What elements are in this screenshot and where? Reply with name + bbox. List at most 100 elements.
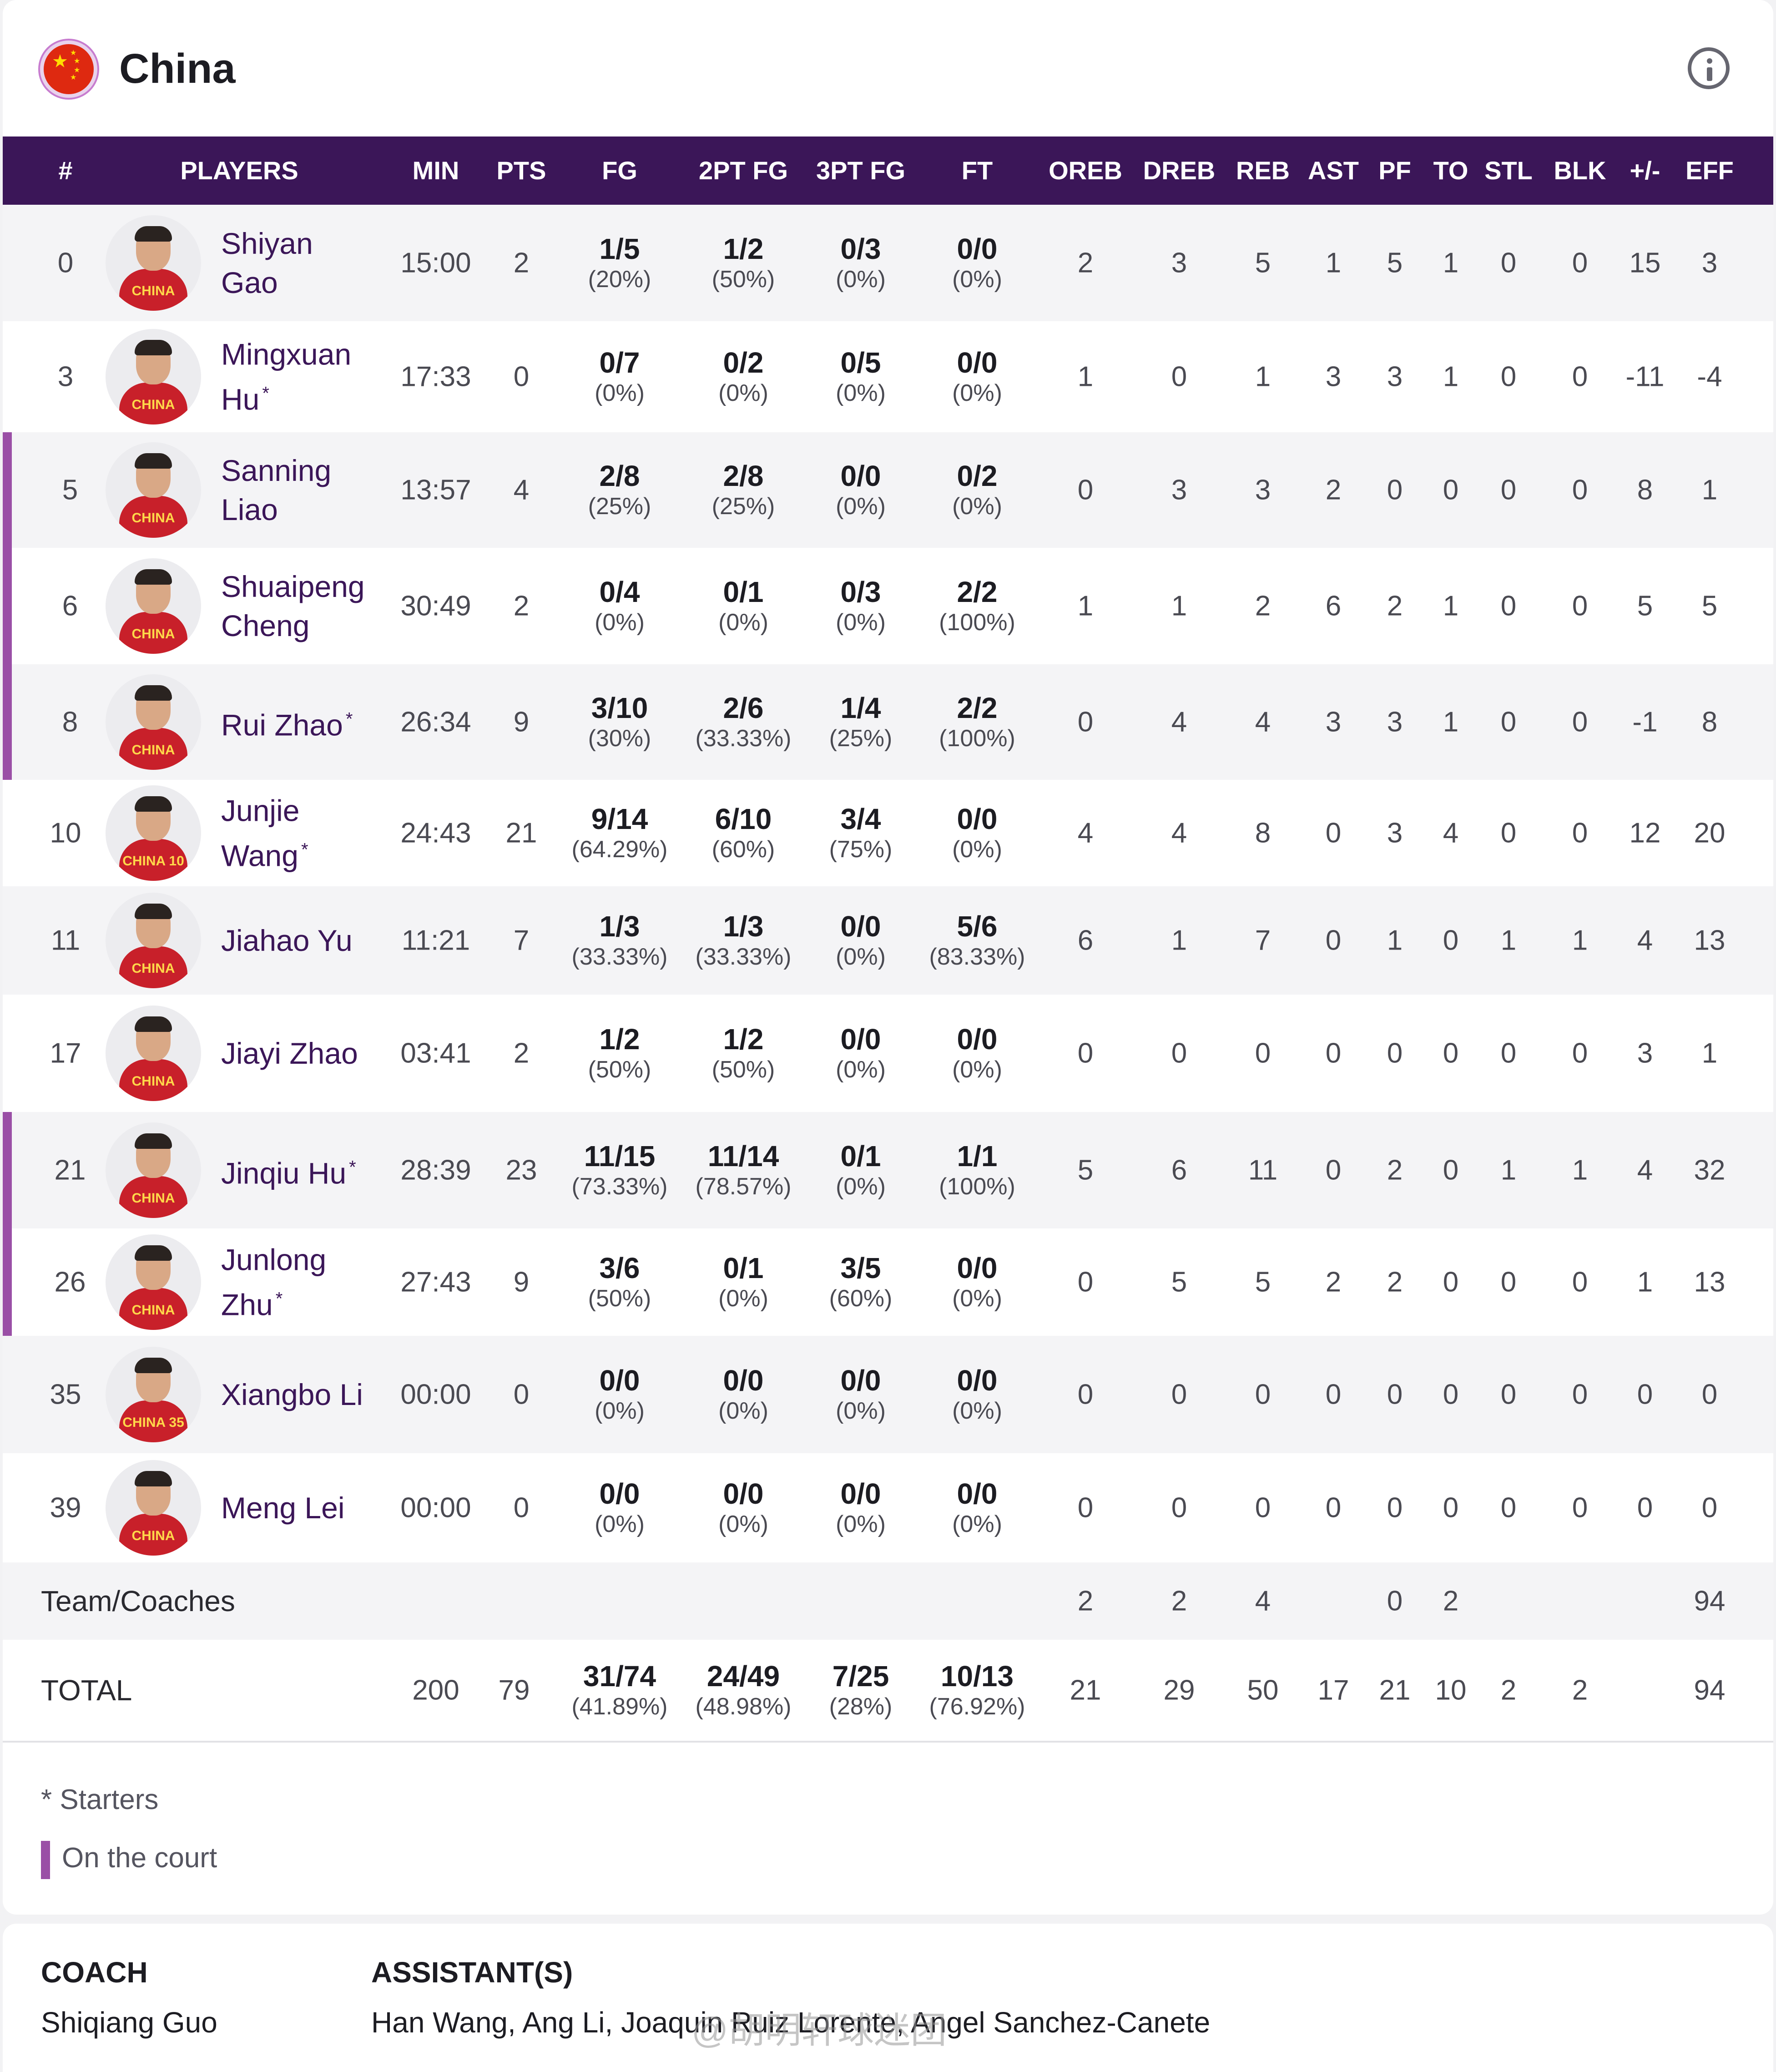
column-header-players[interactable]: PLAYERS xyxy=(180,156,298,185)
two-point-fg-made: 11/14 xyxy=(707,1140,779,1172)
column-header-ast[interactable]: AST xyxy=(1308,156,1359,185)
stat-oreb: 4 xyxy=(1077,817,1094,849)
column-header-fg2[interactable]: 2PT FG xyxy=(698,156,788,185)
free-throws-pct: (0%) xyxy=(952,493,1002,520)
points: 9 xyxy=(513,706,530,738)
table-row[interactable]: 3 CHINA Mingxuan Hu * 17:33 0 0/7 (0%) 0/2 (0%) 0/5… xyxy=(3,321,1773,432)
info-icon[interactable] xyxy=(1688,47,1730,89)
player-name-link[interactable]: Jiayi Zhao xyxy=(221,1034,358,1073)
player-name-link[interactable]: Junlong Zhu * xyxy=(221,1240,326,1324)
column-header-fg[interactable]: FG xyxy=(602,156,637,185)
player-name-link[interactable]: Jiahao Yu xyxy=(221,921,353,960)
column-header-stl[interactable]: STL xyxy=(1484,156,1533,185)
free-throws-pct: (0%) xyxy=(952,266,1002,293)
table-row[interactable]: 11 CHINA Jiahao Yu 11:21 7 1/3 (33.33%) 1/3 (33.… xyxy=(3,886,1773,995)
total-stat-oreb: 21 xyxy=(1070,1674,1101,1706)
stat-eff: 1 xyxy=(1701,1037,1718,1069)
free-throws-made: 0/2 xyxy=(957,460,998,492)
field-goals: 2/8 (25%) xyxy=(588,460,651,521)
stat-dreb: 4 xyxy=(1171,706,1187,738)
player-name-link[interactable]: Meng Lei xyxy=(221,1488,345,1527)
column-header-pts[interactable]: PTS xyxy=(496,156,546,185)
stat-dreb: 3 xyxy=(1171,247,1187,279)
total-two-point-fg-made: 24/49 xyxy=(706,1660,780,1693)
column-header-dreb[interactable]: DREB xyxy=(1143,156,1216,185)
table-row[interactable]: 10 CHINA 10 Junjie Wang * 24:43 21 9/14 (64.29%)… xyxy=(3,780,1773,886)
column-header-pm[interactable]: +/- xyxy=(1630,156,1660,185)
two-point-fg-made: 0/2 xyxy=(723,346,764,379)
stat-ast: 6 xyxy=(1325,590,1342,622)
player-avatar: CHINA xyxy=(106,1460,201,1556)
team-coaches-label: Team/Coaches xyxy=(41,1585,235,1617)
points: 0 xyxy=(513,361,530,393)
stat-blk: 0 xyxy=(1572,247,1588,279)
player-name-link[interactable]: Rui Zhao * xyxy=(221,700,353,745)
column-header-pf[interactable]: PF xyxy=(1378,156,1411,185)
stat-pm: -11 xyxy=(1625,361,1665,393)
player-number: 26 xyxy=(54,1266,86,1298)
column-header-ft[interactable]: FT xyxy=(961,156,993,185)
table-row[interactable]: 5 CHINA Sanning Liao 13:57 4 2/8 (25%) 2/8 (25%) 0… xyxy=(3,432,1773,548)
column-header-to[interactable]: TO xyxy=(1433,156,1468,185)
two-point-fg: 2/6 (33.33%) xyxy=(696,692,792,753)
stat-eff: 20 xyxy=(1694,817,1726,849)
player-name-link[interactable]: Junjie Wang * xyxy=(221,791,308,875)
table-row[interactable]: 35 CHINA 35 Xiangbo Li 00:00 0 0/0 (0%) 0/0 (0%)… xyxy=(3,1336,1773,1453)
free-throws: 0/2 (0%) xyxy=(952,460,1002,521)
player-name-link[interactable]: Shuaipeng Cheng xyxy=(221,567,365,645)
table-row[interactable]: 8 CHINA Rui Zhao * 26:34 9 3/10 (30%) 2/6 (33.33%… xyxy=(3,664,1773,780)
starter-marker: * xyxy=(275,1289,283,1309)
minutes: 17:33 xyxy=(400,361,471,393)
table-row[interactable]: 26 CHINA Junlong Zhu * 27:43 9 3/6 (50%) 0/1 (0%) 3… xyxy=(3,1228,1773,1336)
china-flag-icon: ★ ★ ★ ★ ★ xyxy=(40,40,97,98)
player-name-link[interactable]: Sanning Liao xyxy=(221,451,331,529)
total-stat-reb: 50 xyxy=(1247,1674,1279,1706)
stat-ast: 2 xyxy=(1325,474,1342,506)
stat-eff: 5 xyxy=(1701,590,1718,622)
minutes: 30:49 xyxy=(400,590,471,622)
column-header-blk[interactable]: BLK xyxy=(1554,156,1606,185)
table-row[interactable]: 21 CHINA Jinqiu Hu * 28:39 23 11/15 (73.33%) 11/… xyxy=(3,1112,1773,1228)
three-point-fg-pct: (60%) xyxy=(829,1285,893,1312)
player-last-name: Liao xyxy=(221,493,278,526)
column-header-eff[interactable]: EFF xyxy=(1685,156,1734,185)
field-goals-made: 3/10 xyxy=(591,692,648,724)
two-point-fg-made: 0/0 xyxy=(723,1364,764,1397)
free-throws-made: 2/2 xyxy=(957,576,998,608)
stat-pf: 5 xyxy=(1387,247,1403,279)
table-row[interactable]: 17 CHINA Jiayi Zhao 03:41 2 1/2 (50%) 1/2 (50%) 0… xyxy=(3,995,1773,1112)
column-header-oreb[interactable]: OREB xyxy=(1049,156,1122,185)
total-field-goals-pct: (41.89%) xyxy=(571,1693,668,1720)
player-number: 3 xyxy=(57,361,74,393)
player-name-link[interactable]: Mingxuan Hu * xyxy=(221,335,351,419)
three-point-fg: 3/4 (75%) xyxy=(829,803,893,864)
field-goals-made: 1/5 xyxy=(599,232,640,265)
column-header-reb[interactable]: REB xyxy=(1236,156,1290,185)
player-name-link[interactable]: Shiyan Gao xyxy=(221,224,313,302)
stat-ast: 0 xyxy=(1325,1492,1342,1524)
table-row[interactable]: 0 CHINA Shiyan Gao 15:00 2 1/5 (20%) 1/2 (50%) 0/3… xyxy=(3,205,1773,321)
player-name-link[interactable]: Xiangbo Li xyxy=(221,1375,363,1414)
player-first-name: Junlong xyxy=(221,1243,327,1277)
column-header-min[interactable]: MIN xyxy=(412,156,459,185)
stat-blk: 0 xyxy=(1572,706,1588,738)
player-avatar: CHINA 35 xyxy=(106,1347,201,1442)
table-row[interactable]: 6 CHINA Shuaipeng Cheng 30:49 2 0/4 (0%) 0/1 (0%)… xyxy=(3,548,1773,664)
table-row[interactable]: 39 CHINA Meng Lei 00:00 0 0/0 (0%) 0/0 (0%) 0/0 (0… xyxy=(3,1453,1773,1562)
free-throws: 0/0 (0%) xyxy=(952,346,1002,407)
two-point-fg: 0/1 (0%) xyxy=(718,1252,768,1313)
free-throws: 0/0 (0%) xyxy=(952,1364,1002,1425)
free-throws-pct: (83.33%) xyxy=(929,944,1025,970)
team-header: ★ ★ ★ ★ ★ China xyxy=(3,0,1773,136)
stat-eff: 13 xyxy=(1694,925,1726,956)
field-goals-pct: (0%) xyxy=(595,1398,645,1424)
free-throws: 0/0 (0%) xyxy=(952,232,1002,293)
column-header-fg3[interactable]: 3PT FG xyxy=(816,156,906,185)
player-name-link[interactable]: Jinqiu Hu * xyxy=(221,1148,356,1193)
field-goals-pct: (33.33%) xyxy=(571,944,668,970)
stat-oreb: 0 xyxy=(1077,706,1094,738)
stat-oreb: 1 xyxy=(1077,361,1094,393)
stat-oreb: 0 xyxy=(1077,1266,1094,1298)
two-point-fg: 6/10 (60%) xyxy=(712,803,775,864)
column-header-num[interactable]: # xyxy=(58,156,73,185)
